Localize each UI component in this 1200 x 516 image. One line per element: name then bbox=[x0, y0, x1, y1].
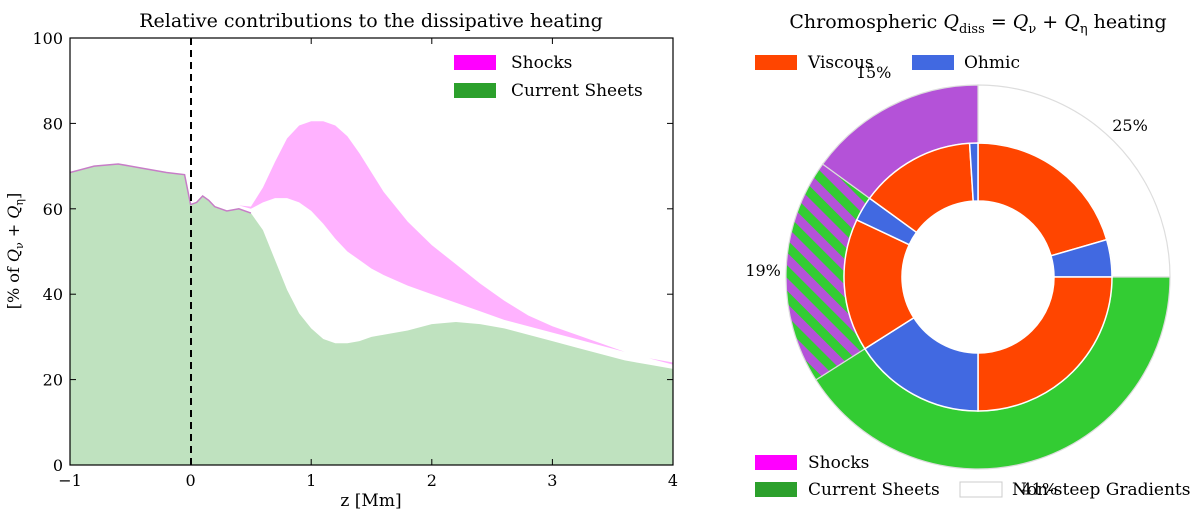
y-tick-label: 0 bbox=[53, 456, 63, 475]
legend-label-viscous: Viscous bbox=[807, 53, 874, 73]
area-shocks bbox=[190, 121, 673, 365]
donut-title: Chromospheric Qdiss = Qν + Qη heating bbox=[789, 11, 1166, 37]
legend-label-current-sheets-2: Current Sheets bbox=[808, 480, 940, 500]
x-tick-label: 3 bbox=[547, 471, 557, 490]
donut-chart: Chromospheric Qdiss = Qν + Qη heating Vi… bbox=[745, 11, 1190, 500]
percent-label-2: 19% bbox=[745, 261, 781, 280]
legend-swatch-shocks-2 bbox=[755, 455, 797, 470]
chart-legend: Shocks Current Sheets bbox=[454, 53, 643, 101]
x-tick-label: −1 bbox=[58, 471, 82, 490]
area-edge-line bbox=[70, 163, 252, 214]
plot-frame bbox=[69, 37, 674, 466]
y-tick-label: 100 bbox=[32, 29, 63, 48]
legend-label-shocks: Shocks bbox=[511, 53, 572, 73]
legend-swatch-non-steep bbox=[959, 481, 1003, 498]
inner-ring bbox=[843, 142, 1113, 412]
percent-label-0: 25% bbox=[1112, 116, 1148, 135]
y-tick-label: 60 bbox=[43, 200, 63, 219]
donut-legend-bottom: Shocks Current Sheets Non-steep Gradient… bbox=[755, 453, 1191, 500]
legend-label-current-sheets: Current Sheets bbox=[511, 81, 643, 101]
inner-segment-2 bbox=[977, 276, 1113, 412]
y-tick-label: 20 bbox=[43, 371, 63, 390]
percent-labels: 25% 41% 19% 15% bbox=[745, 63, 1147, 498]
percent-label-3: 15% bbox=[856, 63, 892, 82]
y-axis-label: [% of Qν + Qη] bbox=[4, 193, 26, 310]
legend-swatch-ohmic bbox=[912, 55, 954, 70]
legend-label-non-steep: Non-steep Gradients bbox=[1012, 480, 1191, 500]
x-tick-label: 1 bbox=[306, 471, 316, 490]
x-tick-label: 0 bbox=[186, 471, 196, 490]
y-tick-label: 80 bbox=[43, 114, 63, 133]
donut-legend-top: Viscous Ohmic bbox=[755, 53, 1020, 73]
percent-label-1: 41% bbox=[1022, 479, 1058, 498]
legend-swatch-current-sheets bbox=[454, 83, 496, 98]
area-chart: Relative contributions to the dissipativ… bbox=[4, 10, 678, 511]
legend-swatch-viscous bbox=[755, 55, 797, 70]
inner-segment-7 bbox=[968, 142, 979, 202]
x-tick-label: 4 bbox=[668, 471, 678, 490]
legend-label-shocks-2: Shocks bbox=[808, 453, 869, 473]
x-axis-label: z [Mm] bbox=[340, 491, 401, 511]
legend-swatch-current-sheets-2 bbox=[755, 482, 797, 497]
x-tick-label: 2 bbox=[427, 471, 437, 490]
y-tick-label: 40 bbox=[43, 285, 63, 304]
area-current-sheets bbox=[70, 163, 673, 465]
legend-label-ohmic: Ohmic bbox=[964, 53, 1020, 73]
chart-title: Relative contributions to the dissipativ… bbox=[139, 10, 603, 32]
legend-swatch-shocks bbox=[454, 55, 496, 70]
